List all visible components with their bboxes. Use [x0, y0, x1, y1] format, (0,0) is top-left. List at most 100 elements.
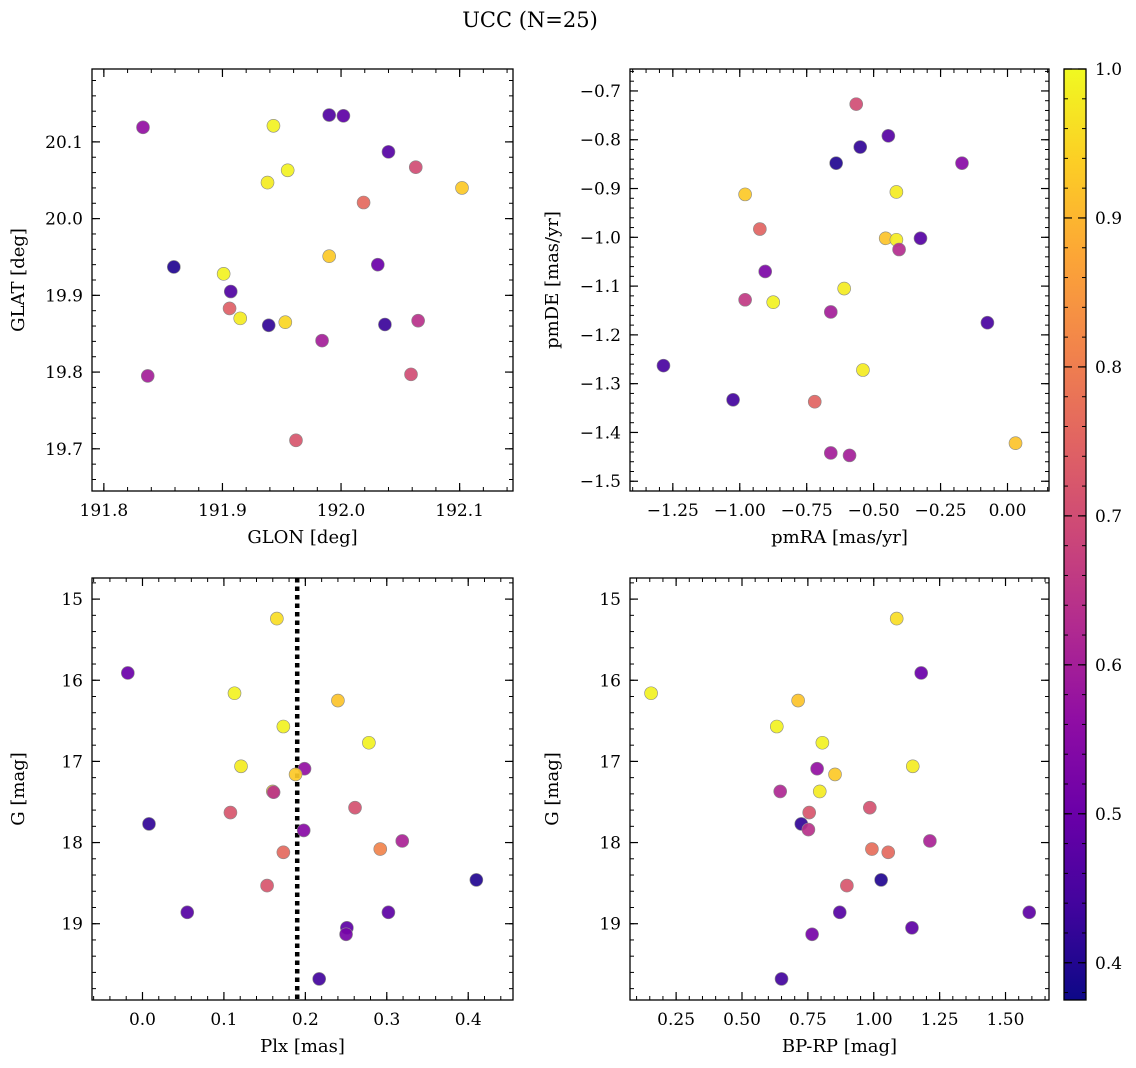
x-axis-label: Plx [mas]	[260, 1036, 345, 1057]
data-point	[322, 108, 336, 122]
x-tick-label: −0.50	[848, 501, 900, 521]
data-point	[260, 878, 274, 893]
data-point	[142, 817, 156, 831]
data-point	[1022, 905, 1037, 920]
y-axis-label: pmDE [mas/yr]	[542, 211, 563, 349]
data-point	[233, 311, 248, 326]
data-point	[373, 842, 388, 856]
data-point	[234, 759, 248, 774]
data-point	[276, 845, 291, 860]
y-tick-label: 20.1	[45, 133, 83, 153]
data-point	[758, 264, 773, 279]
data-point	[773, 784, 788, 799]
data-point	[853, 140, 868, 154]
data-point	[832, 905, 847, 920]
y-tick-label: 20.0	[45, 210, 83, 230]
axes-frame	[91, 577, 514, 1001]
x-tick-label: 1.25	[921, 1010, 959, 1030]
data-point	[802, 805, 816, 820]
data-point	[889, 185, 904, 199]
y-axis-label: G [mag]	[542, 752, 563, 825]
data-point	[812, 784, 827, 799]
x-tick-label: 192.1	[435, 501, 484, 521]
axes-frame	[91, 68, 514, 492]
y-tick-label: 18	[599, 834, 621, 854]
axes-frame	[629, 68, 1050, 492]
y-tick-label: 19	[61, 915, 83, 935]
figure-title: UCC (N=25)	[462, 8, 598, 32]
data-point	[223, 805, 238, 820]
y-tick-label: 15	[599, 590, 621, 610]
data-point	[738, 292, 752, 307]
data-point	[280, 163, 295, 178]
y-axis-label: G [mag]	[8, 752, 29, 825]
data-point	[874, 873, 888, 887]
data-point	[805, 927, 819, 942]
data-point	[766, 295, 781, 309]
data-point	[121, 666, 135, 680]
y-tick-label: −1.3	[580, 375, 621, 395]
y-tick-label: −1.0	[580, 228, 621, 248]
data-point	[774, 972, 789, 986]
x-tick-label: 1.50	[987, 1010, 1025, 1030]
y-tick-label: 17	[599, 752, 621, 772]
data-point	[356, 195, 371, 210]
data-point	[289, 433, 303, 448]
x-tick-label: 0.2	[292, 1010, 319, 1030]
y-tick-label: −1.1	[580, 277, 621, 297]
data-point	[842, 448, 857, 463]
data-point	[644, 686, 658, 701]
y-tick-label: −0.9	[580, 180, 621, 200]
data-point	[656, 358, 671, 373]
data-point	[381, 905, 396, 920]
x-tick-label: 191.9	[198, 501, 247, 521]
data-point	[469, 873, 484, 887]
data-point	[923, 834, 937, 848]
y-tick-label: −1.5	[580, 472, 621, 492]
colorbar-tick-label: 0.5	[1095, 805, 1122, 825]
data-point	[260, 175, 275, 190]
data-point	[815, 735, 830, 750]
data-point	[227, 686, 242, 701]
y-tick-label: −1.2	[580, 326, 621, 346]
y-tick-label: 16	[61, 671, 83, 691]
data-point	[136, 120, 150, 135]
data-point	[823, 305, 838, 319]
data-point	[322, 249, 336, 264]
data-point	[738, 187, 752, 202]
y-tick-label: 19.9	[45, 286, 83, 306]
x-tick-label: 0.25	[657, 1010, 695, 1030]
data-point	[371, 257, 385, 272]
axes-frame	[629, 577, 1050, 1001]
x-tick-label: 1.00	[855, 1010, 893, 1030]
x-tick-label: 0.0	[129, 1010, 156, 1030]
data-point	[276, 719, 291, 734]
data-point	[849, 97, 864, 111]
data-point	[381, 145, 396, 159]
data-point	[753, 222, 767, 236]
y-tick-label: 19.7	[45, 440, 83, 460]
colorbar-tick-label: 1.0	[1095, 60, 1122, 80]
y-axis-label: GLAT [deg]	[8, 228, 29, 332]
x-axis-label: GLON [deg]	[247, 527, 357, 548]
data-point	[278, 315, 293, 330]
data-point	[216, 267, 231, 281]
panel-cmd: 0.25 0.50 0.75 1.00 1.25 1.50 15 16 17 18 19 BP-RP …	[542, 577, 1050, 1057]
data-point	[167, 260, 181, 274]
data-point	[315, 333, 329, 348]
data-point	[404, 367, 418, 382]
data-point	[296, 823, 311, 838]
data-point	[222, 301, 237, 316]
x-axis-label: BP-RP [mag]	[782, 1036, 897, 1057]
data-point	[348, 800, 362, 815]
x-tick-label: −1.25	[647, 501, 699, 521]
data-point	[905, 759, 920, 774]
data-point	[378, 317, 392, 332]
data-point	[223, 284, 238, 299]
data-point	[411, 313, 425, 328]
x-axis-label: pmRA [mas/yr]	[771, 527, 908, 548]
data-point	[955, 156, 969, 170]
x-tick-label: −1.00	[714, 501, 766, 521]
data-point	[980, 315, 995, 330]
